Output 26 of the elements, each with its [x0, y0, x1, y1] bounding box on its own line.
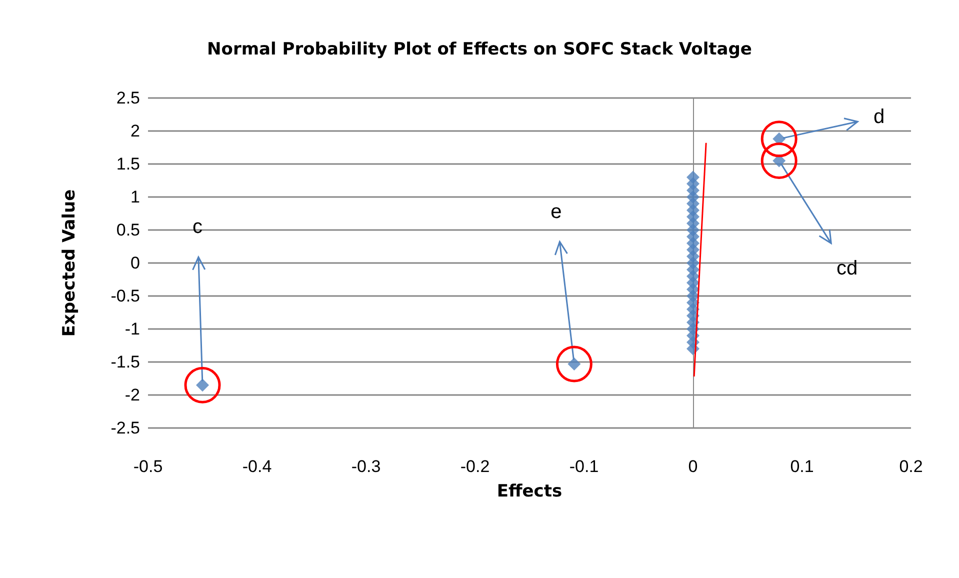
y-tick-label: -0.5: [110, 286, 140, 306]
y-tick-label: 2: [130, 122, 140, 140]
chart-title: Normal Probability Plot of Effects on SOFC Stack Voltage: [207, 40, 752, 60]
y-tick-label: 0: [130, 254, 140, 272]
x-axis-title: Effects: [496, 482, 562, 502]
x-tick-label: -0.1: [569, 457, 599, 476]
x-tick-label: -0.4: [242, 457, 272, 476]
y-tick-label: -2: [124, 386, 140, 404]
y-tick-label: 1: [130, 188, 140, 206]
annotation: cd: [836, 258, 858, 280]
y-tick-label: -1.5: [110, 352, 140, 372]
y-tick-label: 0.5: [116, 220, 140, 240]
annotation: c: [192, 216, 202, 238]
x-tick-label: 0: [688, 457, 698, 476]
y-axis-title: Expected Value: [60, 189, 80, 337]
y-tick-label: 2.5: [116, 88, 140, 108]
y-tick-label: 1.5: [116, 154, 140, 174]
y-tick-label: -2.5: [110, 418, 140, 438]
x-tick-label: -0.2: [460, 457, 490, 476]
annotation: d: [874, 106, 885, 128]
point: [686, 170, 700, 184]
annotation: e: [550, 200, 562, 223]
y-tick-label: -1: [124, 320, 140, 338]
x-tick-label: 0.1: [790, 457, 814, 476]
x-tick-label: -0.3: [351, 457, 381, 476]
x-tick-label: 0.2: [899, 457, 923, 476]
